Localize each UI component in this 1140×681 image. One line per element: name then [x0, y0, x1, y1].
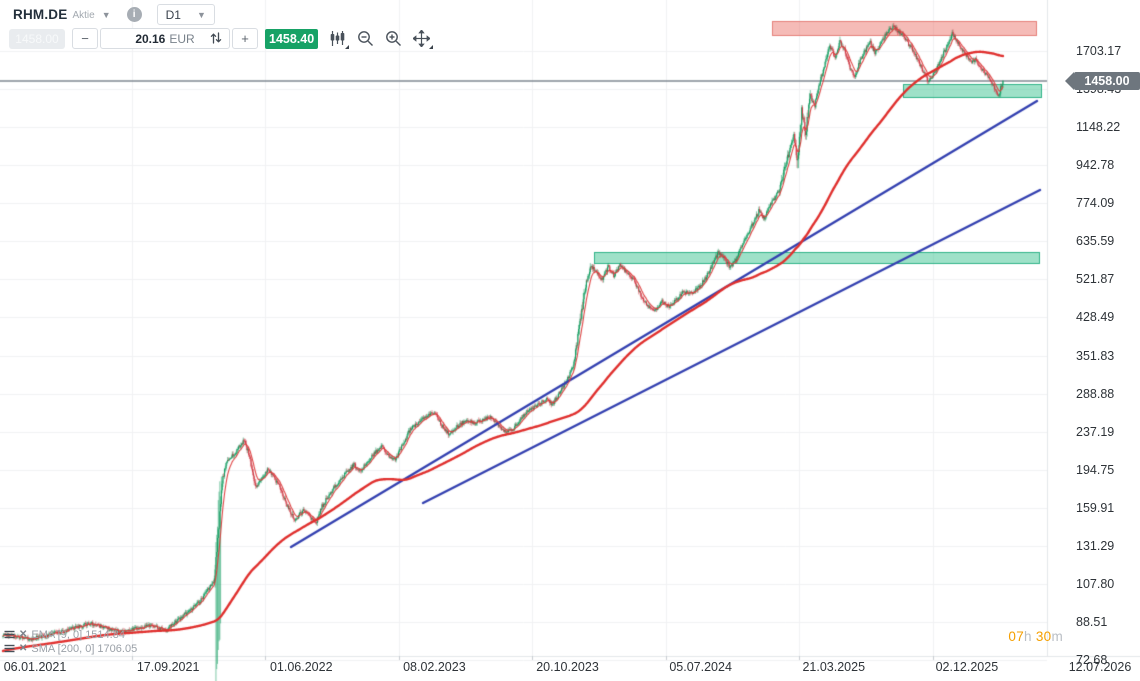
y-axis-label: 237.19 — [1076, 424, 1115, 439]
x-axis-label: 06.01.2021 — [3, 660, 67, 674]
ema-legend-label: EMA [9, 0] 1514.84 — [31, 628, 125, 641]
y-axis-label: 72.68 — [1076, 653, 1108, 668]
swap-arrows-icon[interactable] — [209, 31, 223, 45]
zoom-out-button[interactable] — [357, 30, 374, 47]
zoom-in-button[interactable] — [385, 30, 402, 47]
timeframe-value: D1 — [165, 7, 181, 22]
y-axis-label: 521.87 — [1076, 272, 1115, 287]
countdown-minutes: 30 — [1035, 629, 1052, 644]
close-icon[interactable]: ✕ — [19, 642, 28, 654]
pan-button[interactable] — [412, 29, 434, 49]
countdown-hours: 07 — [1008, 629, 1025, 644]
x-axis-label: 05.07.2024 — [669, 660, 732, 674]
zoom-out-icon — [358, 31, 374, 46]
sma-legend: ✕ SMA [200, 0] 1706.05 — [4, 642, 137, 655]
move-cross-icon — [412, 29, 431, 48]
y-axis-label: 88.51 — [1076, 615, 1108, 629]
y-axis-label: 351.83 — [1076, 348, 1115, 363]
y-axis-label: 131.29 — [1076, 538, 1115, 553]
x-axis-label: 17.09.2021 — [136, 660, 200, 674]
indicator-settings-icon[interactable] — [4, 629, 15, 640]
y-axis-label: 942.78 — [1076, 158, 1115, 173]
ema-legend: ✕ EMA [9, 0] 1514.84 — [4, 628, 125, 641]
instrument-type-label: Aktie — [72, 10, 95, 21]
y-axis-label: 428.49 — [1076, 310, 1115, 325]
x-axis-label: 08.02.2023 — [403, 660, 466, 674]
bid-price-box: 1458.00 — [9, 28, 65, 49]
timeframe-select[interactable]: D1 ▼ — [156, 4, 215, 25]
x-axis-label: 21.03.2025 — [802, 660, 866, 674]
candlestick-chart-icon — [330, 31, 345, 46]
x-axis[interactable]: 06.01.2021 17.09.2021 01.06.2022 08.02.2023… — [0, 659, 1140, 679]
symbol-toolbar: RHM.DE Aktie ▼ i D1 ▼ — [13, 4, 215, 25]
chevron-down-icon: ▼ — [196, 10, 206, 20]
step-size-input[interactable]: 20.16 EUR — [100, 28, 230, 49]
chart-tools — [329, 29, 434, 49]
y-axis-label: 194.75 — [1076, 462, 1115, 477]
close-icon[interactable]: ✕ — [19, 628, 28, 640]
increase-button[interactable]: + — [232, 28, 258, 49]
y-axis-label: 774.09 — [1076, 196, 1115, 211]
x-axis-label: 02.12.2025 — [935, 660, 999, 674]
sma-legend-label: SMA [200, 0] 1706.05 — [31, 642, 138, 655]
zoom-in-icon — [386, 31, 402, 46]
y-axis-label: 107.80 — [1076, 576, 1115, 591]
chart-type-button[interactable] — [329, 30, 350, 49]
y-axis-label: 1148.22 — [1076, 120, 1121, 135]
current-price-tag: 1458.00 — [1065, 72, 1140, 90]
countdown-minutes-unit: m — [1051, 629, 1063, 644]
y-axis-label: 159.91 — [1076, 500, 1115, 515]
y-axis-label: 1703.17 — [1076, 43, 1122, 58]
indicator-settings-icon[interactable] — [4, 643, 15, 654]
y-axis[interactable]: 1703.171398.431148.22942.78774.09635.595… — [1048, 0, 1140, 667]
step-currency: EUR — [169, 31, 195, 46]
x-axis-label: 12.07.2026 — [1068, 660, 1132, 674]
countdown-hours-unit: h — [1024, 629, 1032, 644]
candle-countdown: 07h 30m — [1008, 629, 1067, 644]
x-axis-label: 20.10.2023 — [536, 660, 599, 674]
ask-price-badge[interactable]: 1458.40 — [265, 28, 319, 49]
info-icon[interactable]: i — [126, 7, 142, 22]
y-axis-label: 635.59 — [1076, 234, 1115, 249]
y-axis-label: 288.88 — [1076, 386, 1115, 401]
order-toolbar: 1458.00 − 20.16 EUR + 1458.40 — [9, 28, 434, 49]
chevron-down-icon[interactable]: ▼ — [101, 10, 111, 20]
decrease-button[interactable]: − — [72, 28, 98, 49]
step-value: 20.16 — [135, 31, 166, 46]
symbol-name: RHM.DE — [13, 7, 68, 22]
x-axis-label: 01.06.2022 — [269, 660, 333, 674]
